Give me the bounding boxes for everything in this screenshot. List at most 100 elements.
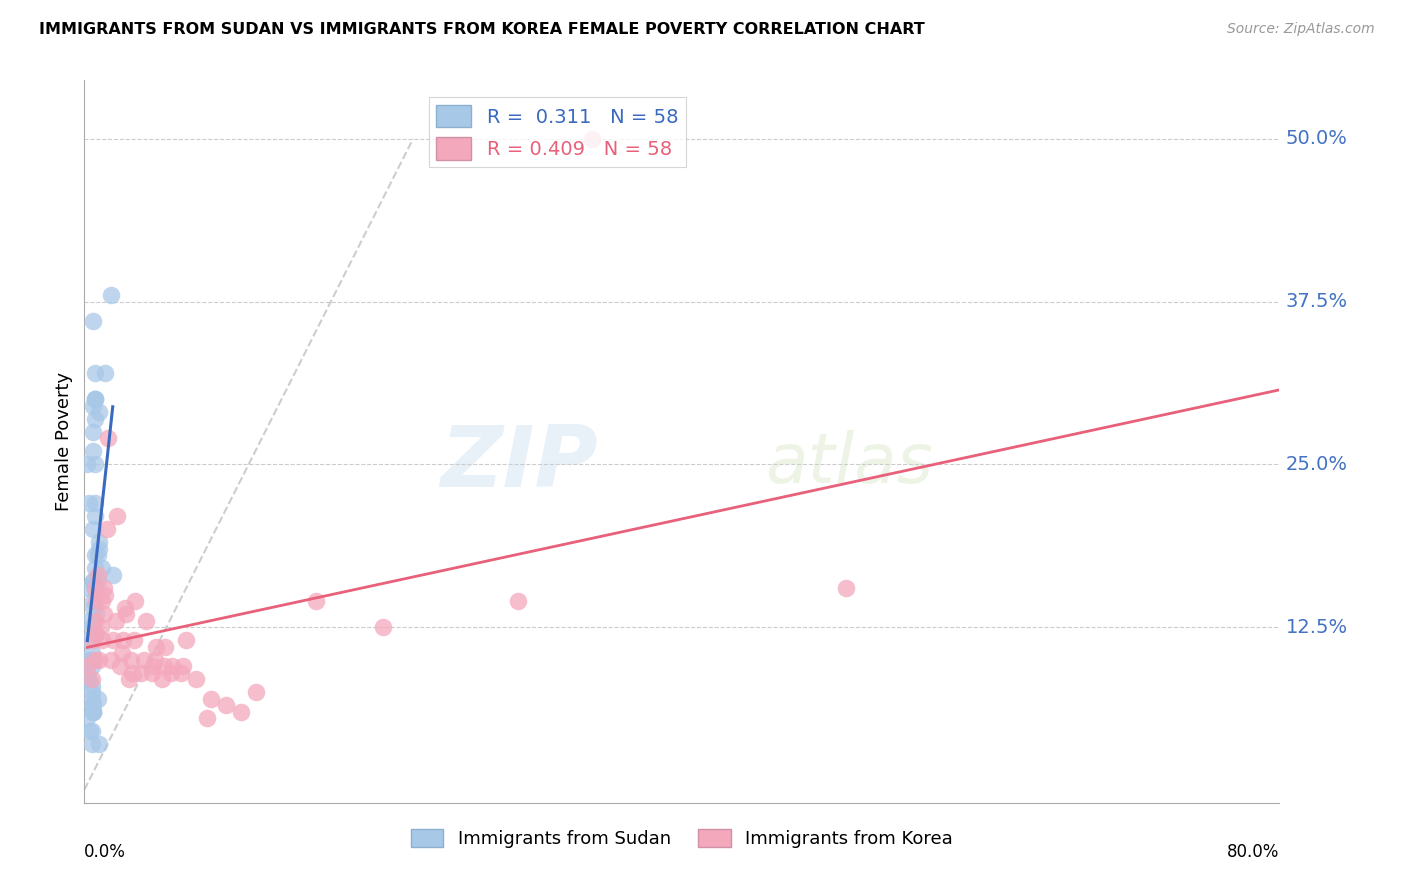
Text: 25.0%: 25.0% (1285, 455, 1347, 474)
Point (91, 594, 114, 608)
Point (87, 574, 110, 589)
Point (77, 672, 100, 686)
Point (89, 541, 111, 556)
Point (82, 574, 104, 589)
Point (373, 620, 395, 634)
Point (200, 691, 222, 706)
Point (215, 698, 238, 713)
Point (77, 652, 100, 666)
Text: 37.5%: 37.5% (1285, 292, 1347, 311)
Point (100, 288, 122, 302)
Point (135, 614, 157, 628)
Point (76, 665, 98, 680)
Point (104, 614, 127, 628)
Point (115, 607, 138, 621)
Point (83, 581, 105, 595)
Point (80, 659, 103, 673)
Point (77, 614, 100, 628)
Point (80, 737, 103, 751)
Point (83, 614, 105, 628)
Point (118, 672, 141, 686)
Point (152, 659, 174, 673)
Point (89, 652, 111, 666)
Text: 50.0%: 50.0% (1285, 129, 1347, 148)
Point (90, 620, 112, 634)
Point (76, 633, 98, 648)
Text: ZIP: ZIP (440, 422, 599, 505)
Point (141, 665, 163, 680)
Point (145, 640, 167, 654)
Point (143, 652, 166, 666)
Point (132, 652, 156, 666)
Point (100, 652, 122, 666)
Point (835, 581, 858, 595)
Point (89, 535, 111, 549)
Point (77, 581, 100, 595)
Point (83, 509, 105, 524)
Point (93, 607, 115, 621)
Point (150, 672, 173, 686)
Point (82, 705, 104, 719)
Point (82, 574, 104, 589)
Y-axis label: Female Poverty: Female Poverty (55, 372, 73, 511)
Point (120, 652, 142, 666)
Point (129, 665, 152, 680)
Point (89, 737, 111, 751)
Point (305, 594, 328, 608)
Point (80, 646, 103, 660)
Point (82, 698, 104, 713)
Point (111, 646, 134, 660)
Point (80, 620, 103, 634)
Point (82, 705, 104, 719)
Point (87, 568, 110, 582)
Point (82, 600, 104, 615)
Text: 80.0%: 80.0% (1227, 843, 1279, 861)
Point (245, 685, 267, 699)
Point (87, 691, 110, 706)
Point (94, 587, 117, 601)
Point (76, 659, 98, 673)
Point (153, 640, 176, 654)
Point (231, 705, 253, 719)
Point (83, 458, 105, 472)
Point (86, 626, 108, 640)
Point (79, 724, 101, 739)
Point (97, 431, 120, 445)
Point (83, 626, 105, 640)
Point (91, 633, 114, 648)
Point (80, 652, 103, 666)
Point (160, 665, 183, 680)
Point (82, 705, 104, 719)
Point (80, 685, 103, 699)
Point (110, 659, 132, 673)
Point (86, 626, 108, 640)
Point (80, 724, 103, 739)
Point (162, 659, 184, 673)
Text: 12.5%: 12.5% (1285, 617, 1347, 637)
Point (82, 633, 104, 648)
Point (91, 561, 114, 575)
Point (86, 594, 108, 608)
Point (77, 496, 100, 510)
Point (124, 594, 146, 608)
Point (83, 652, 105, 666)
Point (83, 581, 105, 595)
Point (82, 425, 104, 439)
Text: Source: ZipAtlas.com: Source: ZipAtlas.com (1227, 22, 1375, 37)
Point (80, 698, 103, 713)
Text: 0.0%: 0.0% (84, 843, 127, 861)
Point (82, 399, 104, 413)
Point (83, 549, 105, 563)
Point (83, 561, 105, 575)
Point (114, 600, 136, 615)
Point (83, 496, 105, 510)
Point (581, 132, 603, 146)
Point (121, 665, 143, 680)
Point (76, 711, 98, 725)
Point (87, 549, 110, 563)
Point (82, 314, 104, 328)
Point (83, 366, 105, 380)
Point (172, 659, 194, 673)
Point (112, 633, 135, 648)
Legend: Immigrants from Sudan, Immigrants from Korea: Immigrants from Sudan, Immigrants from K… (404, 822, 960, 855)
